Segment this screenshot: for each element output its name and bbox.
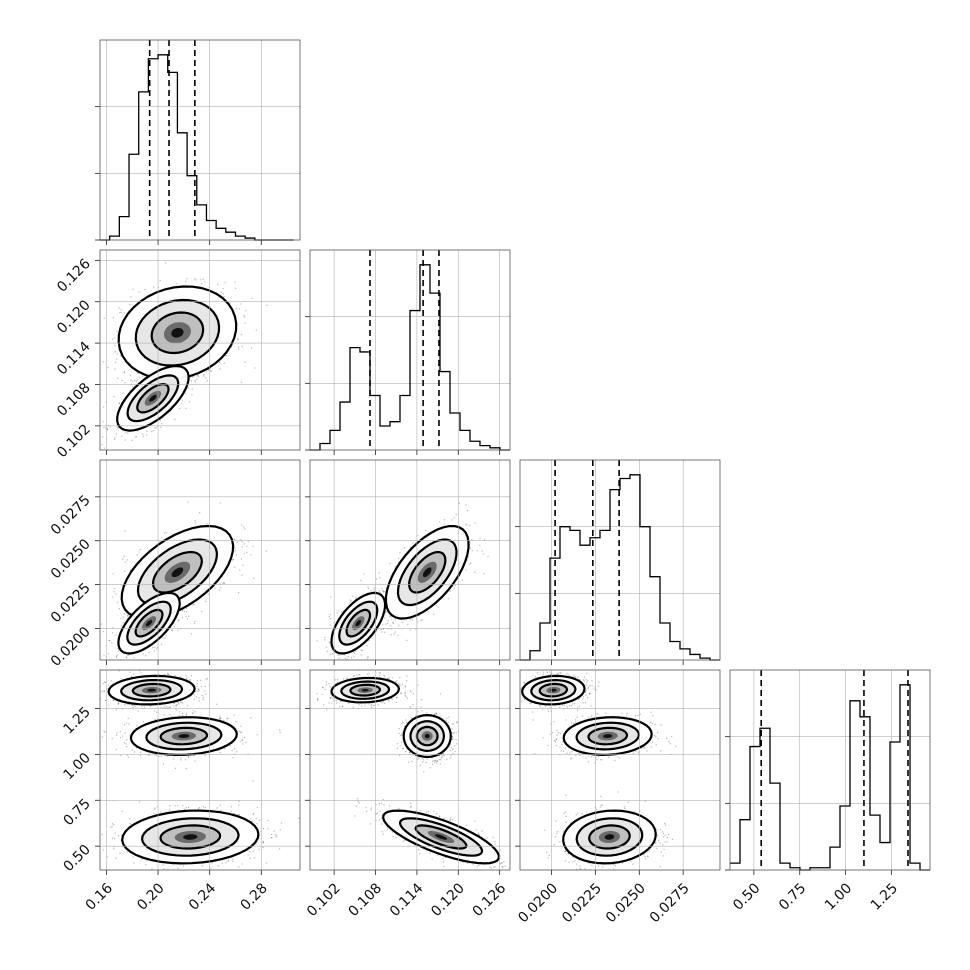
scatter-panel-p2-p3 (519, 669, 721, 871)
x-tick-label: 0.0275 (647, 880, 693, 926)
density-contour (151, 550, 203, 594)
density-contour (126, 374, 180, 423)
density-contour (159, 824, 222, 850)
plot-layer: 0.50 0.75 1.00 1.250.1020.1080.1140.1200.12… (48, 39, 931, 926)
density-contour (345, 608, 372, 638)
x-tick-label: 0.50 (730, 880, 763, 913)
density-contour (562, 716, 653, 757)
density-contour (575, 721, 641, 751)
y-tick-label: 0.120 (54, 297, 94, 337)
y-tick-label: 1.25 (60, 704, 93, 737)
x-tick-label: 0.28 (238, 880, 271, 913)
histogram-p0 (100, 54, 294, 241)
density-contour (398, 817, 484, 857)
density-contour (117, 591, 181, 655)
density-contour (107, 674, 196, 706)
density-contour (145, 721, 223, 751)
y-tick-label: 0.108 (54, 380, 94, 420)
y-tick-label: 0.126 (54, 256, 94, 296)
scatter-points (101, 262, 268, 449)
y-tick-label: 0.102 (54, 421, 94, 461)
y-tick-label: 0.50 (60, 842, 93, 875)
density-contour (134, 608, 164, 638)
density-contour (414, 824, 468, 850)
y-tick-label: 0.0250 (48, 536, 94, 582)
density-contour (340, 680, 391, 700)
density-contour (575, 817, 644, 857)
density-contour (562, 809, 657, 865)
x-tick-label: 0.16 (83, 880, 116, 913)
density-contour (382, 809, 501, 865)
scatter-points (520, 670, 684, 870)
density-contour (131, 682, 172, 698)
x-tick-label: 0.0250 (603, 880, 649, 926)
density-contour (396, 538, 458, 607)
x-tick-label: 0.24 (186, 880, 219, 913)
scatter-points (316, 670, 510, 869)
density-contour (330, 591, 387, 655)
histogram-panel-p2 (519, 459, 721, 661)
y-tick-label: 0.0225 (48, 580, 94, 626)
density-contour (538, 682, 569, 698)
x-tick-label: 0.102 (304, 880, 344, 920)
histogram-p2 (520, 474, 720, 661)
scatter-points (100, 670, 300, 870)
x-tick-label: 0.75 (776, 880, 809, 913)
density-contour (159, 726, 209, 746)
y-tick-label: 0.0200 (48, 624, 94, 670)
scatter-points (316, 502, 489, 660)
histogram-panel-p0 (99, 39, 301, 241)
density-contour (330, 676, 401, 704)
density-contour (338, 600, 379, 646)
x-tick-label: 1.00 (822, 880, 855, 913)
density-contour (126, 600, 172, 646)
x-tick-label: 0.20 (134, 880, 167, 913)
histogram-panel-p1 (309, 249, 511, 451)
density-contour (530, 678, 577, 702)
x-tick-label: 0.126 (470, 880, 510, 920)
x-tick-label: 0.114 (387, 880, 427, 920)
density-contour (587, 726, 629, 746)
y-tick-label: 0.75 (60, 796, 93, 829)
scatter-panel-p1-p3 (309, 669, 511, 871)
density-contour (121, 809, 260, 865)
density-contour (409, 720, 446, 753)
x-tick-label: 0.108 (345, 880, 385, 920)
scatter-panel-p1-p2 (309, 459, 511, 661)
x-tick-label: 0.0225 (559, 880, 605, 926)
scatter-panel-p0-p2 (99, 459, 301, 661)
x-tick-label: 0.0200 (515, 880, 561, 926)
scatter-panel-p0-p3 (99, 669, 301, 871)
x-tick-label: 1.25 (868, 880, 901, 913)
density-contour (150, 311, 205, 355)
scatter-panel-p0-p1 (99, 249, 301, 451)
histogram-p3 (730, 684, 930, 871)
x-tick-label: 0.120 (428, 880, 468, 920)
histogram-panel-p3 (729, 669, 931, 871)
y-tick-label: 0.114 (54, 339, 94, 379)
density-contour (408, 551, 447, 594)
density-contour (384, 525, 470, 620)
density-contour (588, 824, 631, 850)
density-contour (120, 679, 184, 702)
scatter-points (100, 501, 267, 660)
density-contour (134, 298, 221, 367)
density-contour (136, 382, 170, 414)
y-tick-label: 1.00 (60, 750, 93, 783)
density-contour (140, 817, 240, 857)
y-tick-label: 0.0275 (48, 492, 94, 538)
density-contour (521, 674, 586, 706)
histogram-p1 (310, 264, 510, 451)
density-contour (349, 683, 382, 697)
